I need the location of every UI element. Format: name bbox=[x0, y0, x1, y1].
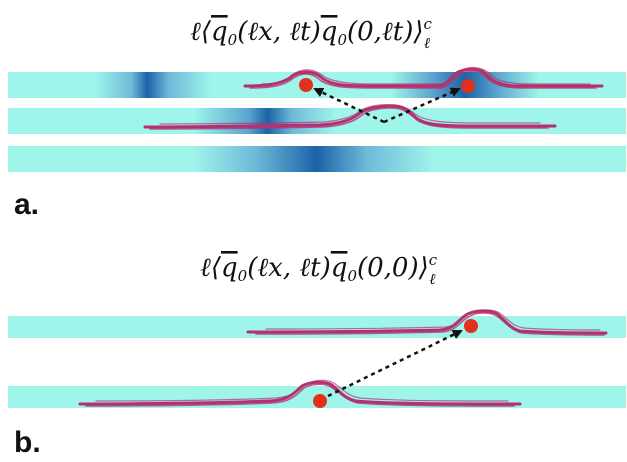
band-a-3 bbox=[8, 146, 626, 172]
formula-a-q1-sub: 0 bbox=[228, 31, 238, 49]
formula-b-q1-sub: 0 bbox=[238, 267, 248, 285]
profile-line-a-1 bbox=[243, 66, 604, 89]
profile-line-a-2 bbox=[143, 104, 557, 130]
point-b-2 bbox=[313, 394, 327, 408]
band-b-1 bbox=[8, 316, 626, 338]
formula-a-q2-sub: 0 bbox=[337, 31, 347, 49]
formula-b-q2-sub: 0 bbox=[347, 267, 357, 285]
formula-b-args1: (ℓx, ℓt) bbox=[247, 253, 331, 283]
point-a-1 bbox=[299, 78, 313, 92]
profile-line-b-2 bbox=[78, 379, 522, 407]
formula-b-suffix: ⟩ bbox=[418, 253, 429, 283]
formula-b-sub: ℓ bbox=[429, 270, 435, 288]
formula-a-q1: q bbox=[211, 17, 228, 47]
panel-label-b: b. bbox=[14, 426, 41, 459]
band-a-2 bbox=[8, 108, 626, 134]
arrow-a-right bbox=[383, 87, 461, 124]
arrow-b bbox=[327, 329, 463, 398]
point-b-1 bbox=[464, 319, 478, 333]
formula-b-q2: q bbox=[331, 253, 348, 283]
panel-b: ℓ⟨q0(ℓx, ℓt)q0(0,0)⟩c ℓ b. bbox=[8, 251, 626, 459]
formula-a-sup: c bbox=[424, 15, 433, 33]
formula-a-prefix: ℓ⟨ bbox=[190, 17, 212, 47]
formula-a: ℓ⟨q0(ℓx, ℓt)q0(0,ℓt)⟩c ℓ bbox=[190, 15, 433, 52]
formula-a-q2: q bbox=[321, 17, 338, 47]
panel-label-a: a. bbox=[14, 188, 39, 221]
formula-b-args2: (0,0) bbox=[357, 253, 419, 283]
panel-a: ℓ⟨q0(ℓx, ℓt)q0(0,ℓt)⟩c ℓ a. bbox=[8, 15, 626, 221]
formula-b: ℓ⟨q0(ℓx, ℓt)q0(0,0)⟩c ℓ bbox=[200, 251, 438, 288]
profile-line-b-1 bbox=[246, 309, 608, 336]
formula-b-prefix: ℓ⟨ bbox=[200, 253, 222, 283]
formula-a-args2: (0,ℓt) bbox=[347, 17, 413, 47]
formula-b-q1: q bbox=[221, 253, 238, 283]
formula-a-suffix: ⟩ bbox=[412, 17, 423, 47]
point-a-2 bbox=[461, 79, 475, 93]
formula-a-args1: (ℓx, ℓt) bbox=[237, 17, 321, 47]
formula-a-sub: ℓ bbox=[424, 34, 430, 52]
formula-b-sup: c bbox=[429, 251, 438, 269]
